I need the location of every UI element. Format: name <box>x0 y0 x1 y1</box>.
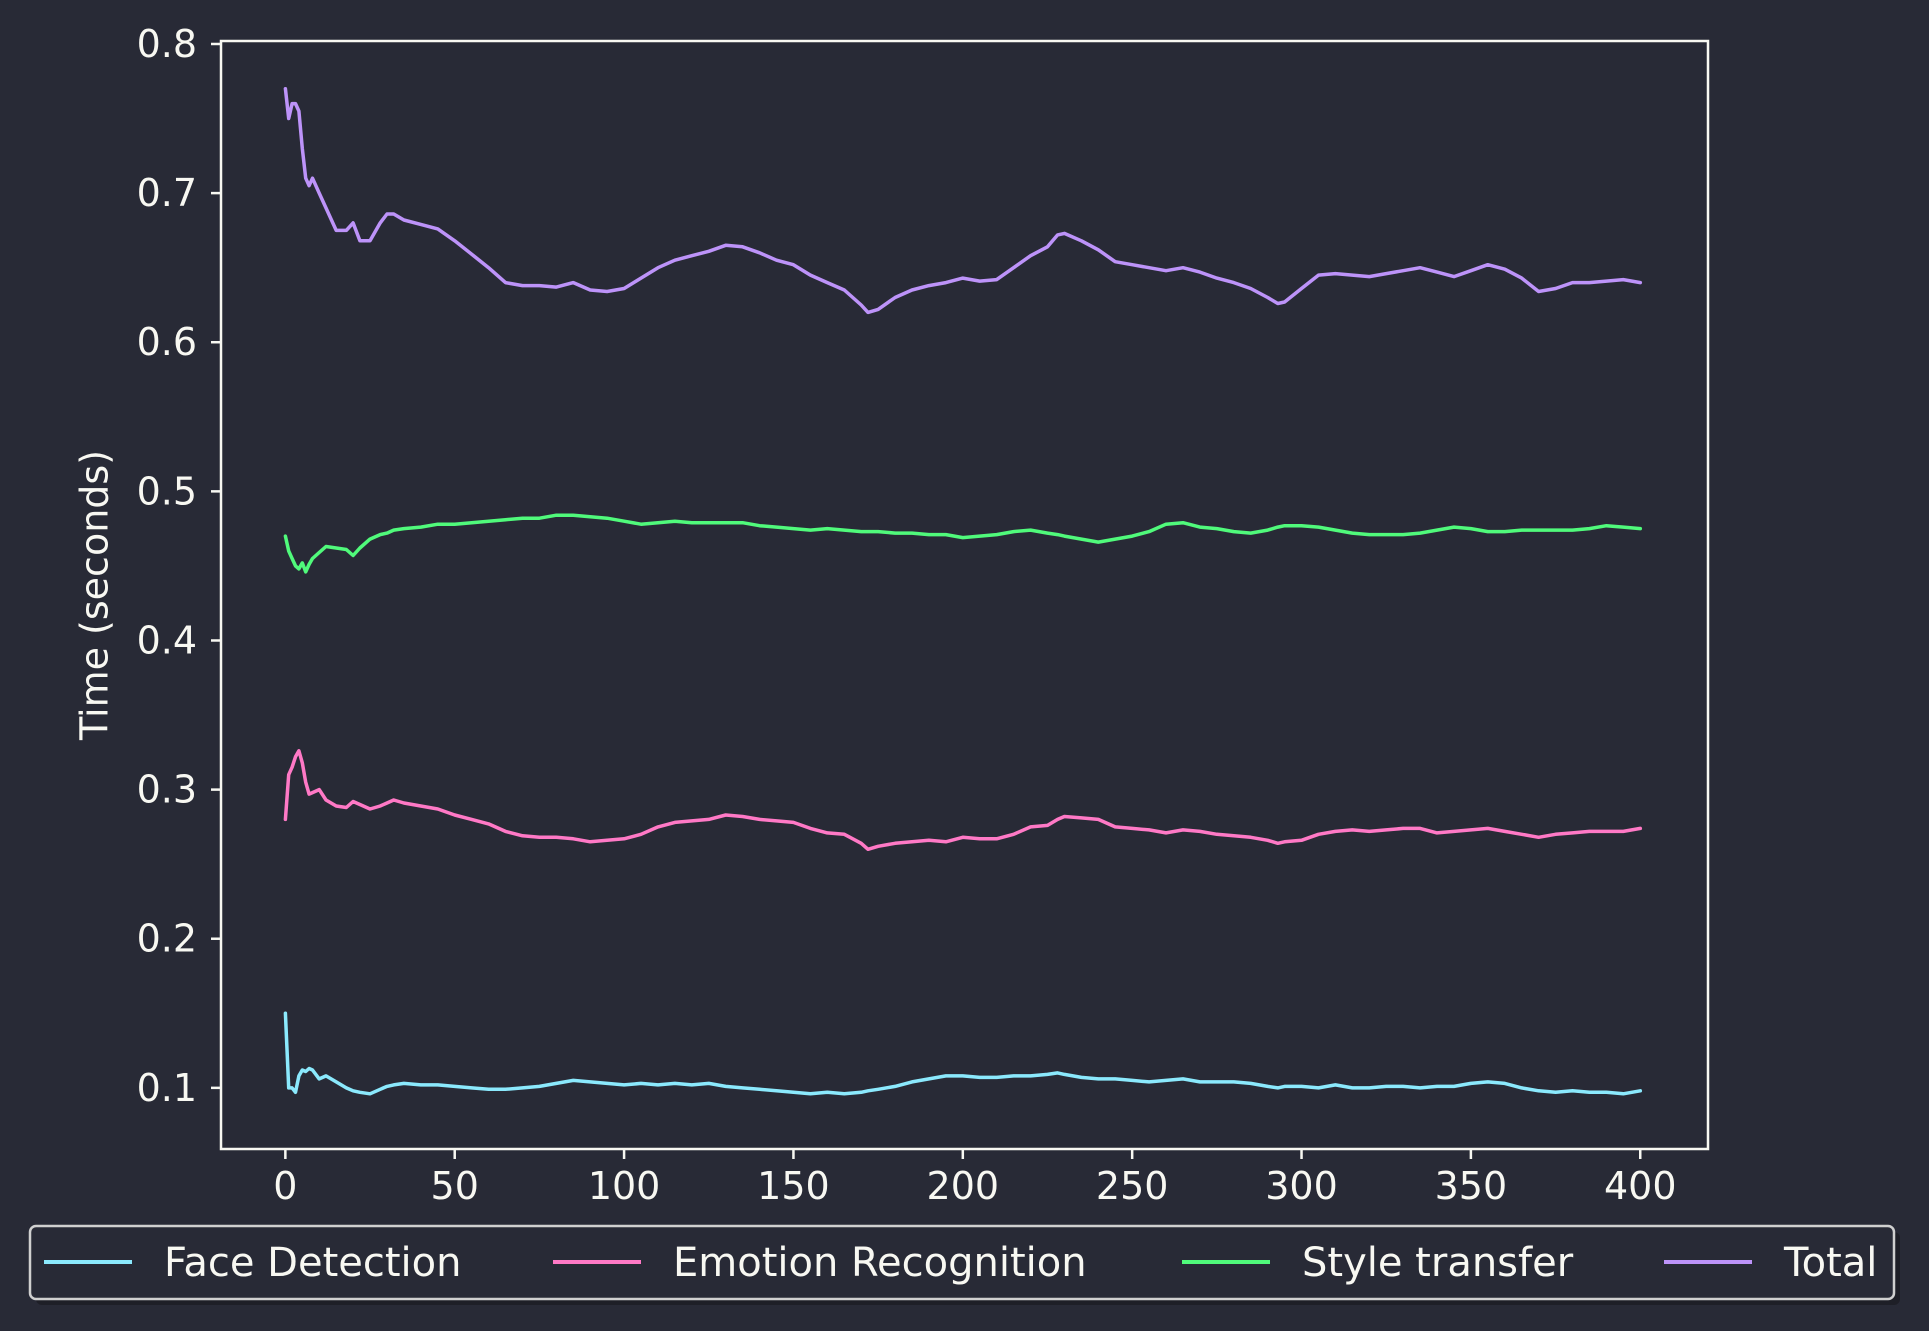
y-tick-label: 0.5 <box>137 469 197 513</box>
y-tick-label: 0.3 <box>137 768 197 812</box>
legend-label: Emotion Recognition <box>673 1240 1087 1286</box>
x-tick-label: 350 <box>1435 1164 1508 1208</box>
legend-box <box>28 1224 1896 1301</box>
x-tick-label: 150 <box>757 1164 830 1208</box>
x-tick-label: 0 <box>273 1164 297 1208</box>
y-tick-label: 0.2 <box>137 917 197 961</box>
legend-item-style-transfer: Style transfer <box>1182 1240 1574 1286</box>
x-tick-label: 300 <box>1265 1164 1338 1208</box>
y-tick-label: 0.1 <box>137 1066 197 1110</box>
y-axis-label: Time (seconds) <box>73 450 117 741</box>
legend-items: Face Detection Emotion Recognition Style t… <box>44 1240 1877 1286</box>
legend-label: Style transfer <box>1302 1240 1574 1286</box>
legend-item-emotion-recognition: Emotion Recognition <box>553 1240 1087 1286</box>
series-line-style-transfer <box>283 513 1643 574</box>
x-tick-label: 100 <box>588 1164 661 1208</box>
legend: Face Detection Emotion Recognition Style t… <box>28 1224 1900 1305</box>
x-axis: 0 50 100 150 200 250 300 350 400 <box>273 1149 1677 1208</box>
legend-item-face-detection: Face Detection <box>44 1240 461 1286</box>
legend-label: Total <box>1783 1240 1877 1286</box>
x-tick-label: 250 <box>1096 1164 1169 1208</box>
y-tick-label: 0.7 <box>137 171 197 215</box>
y-tick-label: 0.8 <box>137 22 197 66</box>
legend-label: Face Detection <box>164 1240 461 1286</box>
y-tick-label: 0.6 <box>137 320 197 364</box>
series-layer <box>283 86 1643 1096</box>
series-line-emotion-recognition <box>283 749 1643 852</box>
series-line-face-detection <box>283 1011 1643 1096</box>
y-tick-label: 0.4 <box>137 618 197 662</box>
y-axis: 0.1 0.2 0.3 0.4 0.5 0.6 0.7 0.8 <box>137 22 221 1110</box>
legend-item-total: Total <box>1664 1240 1877 1286</box>
x-tick-label: 50 <box>431 1164 479 1208</box>
x-tick-label: 200 <box>927 1164 1000 1208</box>
x-tick-label: 400 <box>1604 1164 1677 1208</box>
series-line-total <box>283 86 1643 315</box>
plot-frame <box>219 39 1710 1151</box>
